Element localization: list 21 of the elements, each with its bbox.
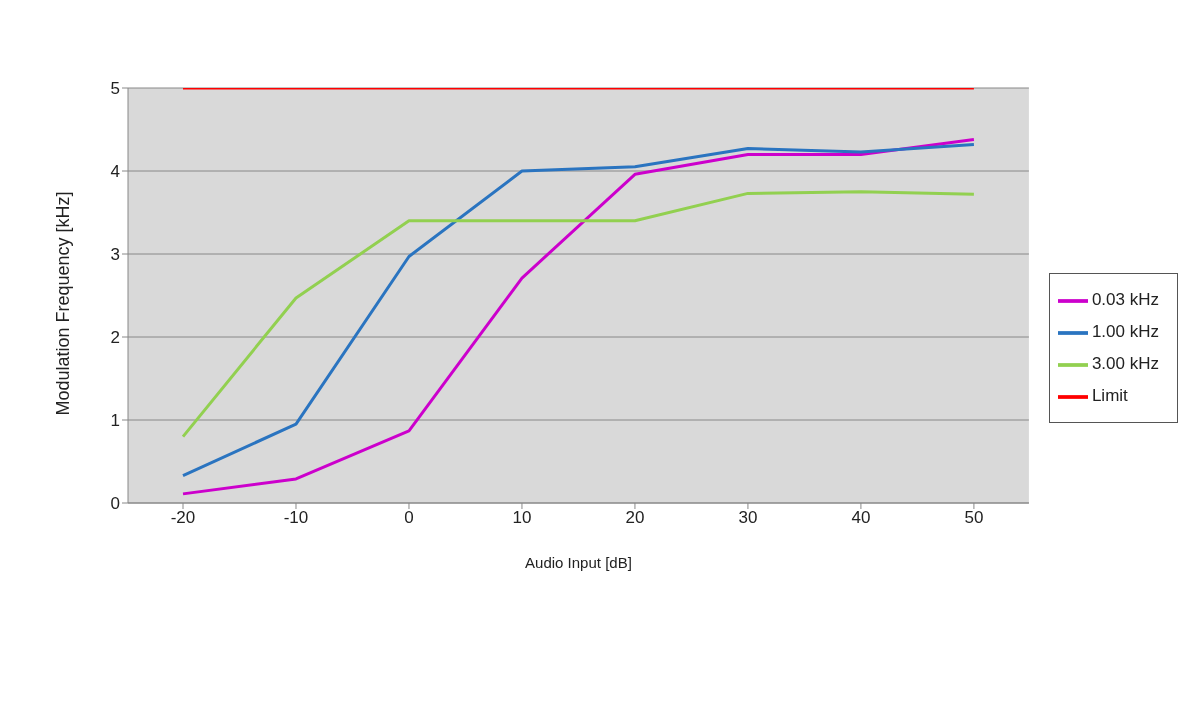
x-tick-label: 30 <box>738 508 758 528</box>
x-tick-label: -20 <box>170 508 196 528</box>
line-series <box>181 190 976 439</box>
x-tick-label: 10 <box>512 508 532 528</box>
legend-label: 0.03 kHz <box>1091 290 1159 309</box>
y-tick-label: 0 <box>110 494 120 514</box>
y-tick-label: 4 <box>110 162 120 182</box>
x-tick-label: -10 <box>283 508 309 528</box>
x-tick-label: 50 <box>964 508 984 528</box>
legend-label: 3.00 kHz <box>1091 354 1159 373</box>
x-tick-label: 20 <box>625 508 645 528</box>
y-tick-label: 3 <box>110 245 120 265</box>
y-tick-label: 1 <box>110 411 120 431</box>
legend-label: Limit <box>1091 386 1128 405</box>
y-axis-title: Modulation Frequency [kHz] <box>53 191 74 416</box>
y-tick-label: 5 <box>110 79 120 99</box>
legend-label: 1.00 kHz <box>1091 322 1159 341</box>
x-tick-label: 0 <box>404 508 414 528</box>
x-tick-label: 40 <box>851 508 871 528</box>
y-tick-label: 2 <box>110 328 120 348</box>
x-axis-title: Audio Input [dB] <box>525 554 632 571</box>
